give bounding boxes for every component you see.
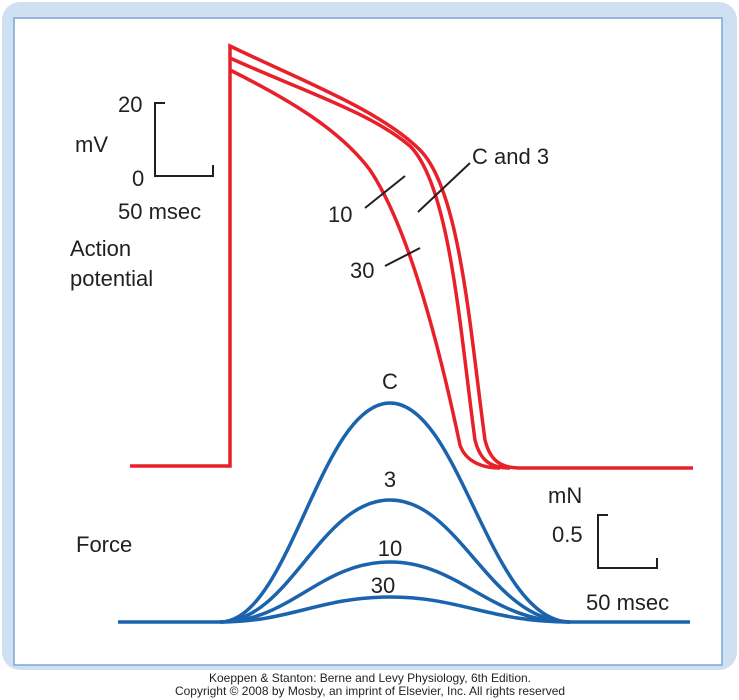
scale-label: 0: [132, 166, 144, 191]
force-curve: [118, 401, 690, 624]
scale-unit: mN: [548, 483, 582, 508]
force-curve: [219, 498, 571, 624]
panel: [13, 17, 723, 666]
section-label: Action: [70, 236, 131, 261]
scale-label: 20: [118, 92, 142, 117]
section-label: potential: [70, 266, 153, 291]
section-label: Force: [76, 532, 132, 557]
curve-label: C and 3: [472, 144, 549, 169]
scale-time: 50 msec: [118, 199, 201, 224]
curve-label: 3: [384, 467, 396, 492]
scale-unit: mV: [75, 132, 108, 157]
force-curve: [219, 560, 571, 624]
scale-bar: [597, 514, 658, 569]
curve-label: 10: [328, 202, 352, 227]
curve-label: 30: [371, 573, 395, 598]
ap-curve: [229, 68, 501, 470]
curve-label: 10: [378, 536, 402, 561]
footer: Koeppen & Stanton: Berne and Levy Physio…: [209, 671, 531, 685]
ap-curve: [130, 43, 693, 470]
scale-bar: [154, 102, 214, 177]
pointer: [384, 247, 421, 267]
curve-label: C: [382, 369, 398, 394]
scale-time: 50 msec: [586, 590, 669, 615]
pointer: [364, 175, 406, 209]
curve-label: 30: [350, 258, 374, 283]
scale-label: 0.5: [552, 522, 583, 547]
force-curve: [219, 595, 571, 624]
pointer: [417, 162, 471, 213]
footer: Copyright © 2008 by Mosby, an imprint of…: [175, 684, 565, 698]
ap-curve: [229, 56, 511, 470]
